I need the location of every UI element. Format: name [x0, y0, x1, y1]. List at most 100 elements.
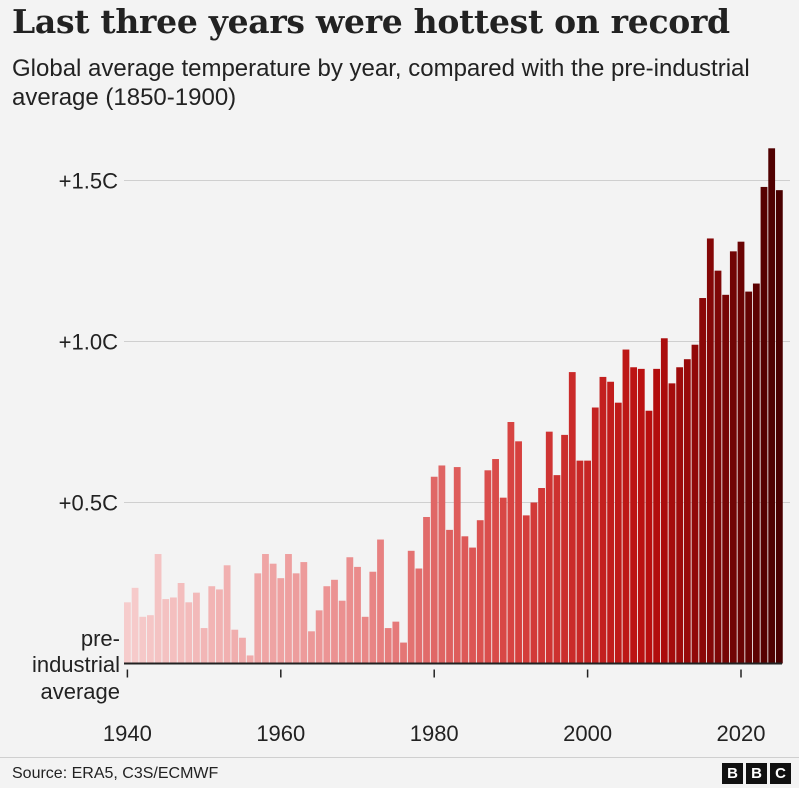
bar-2004 [614, 402, 622, 664]
chart-subtitle: Global average temperature by year, comp… [12, 55, 750, 111]
bar-1976 [400, 642, 407, 664]
bar-2025 [775, 190, 783, 664]
bar-1960 [277, 578, 285, 664]
bar-2000 [584, 460, 591, 664]
bar-1954 [231, 629, 239, 664]
bar-1968 [338, 600, 346, 664]
bar-1945 [162, 599, 170, 664]
bar-1963 [300, 562, 308, 664]
bar-1996 [553, 475, 561, 664]
bar-1958 [262, 554, 269, 664]
bar-1951 [208, 586, 216, 664]
bar-1989 [499, 497, 507, 664]
bbc-logo: B B C [722, 763, 791, 784]
bar-1980 [430, 476, 438, 664]
bar-1966 [323, 586, 331, 664]
x-tick-label-2000: 2000 [563, 721, 612, 746]
bar-1986 [476, 520, 484, 664]
bar-1967 [331, 579, 338, 664]
bar-1942 [139, 616, 147, 664]
x-tick-label-2020: 2020 [717, 721, 766, 746]
bar-1971 [361, 616, 369, 664]
baseline-label-line: industrial [32, 652, 120, 677]
bar-2015 [699, 298, 707, 664]
bar-2009 [653, 368, 661, 664]
bar-2012 [676, 367, 684, 664]
x-tick-label-1960: 1960 [256, 721, 305, 746]
x-tick-label-1980: 1980 [410, 721, 459, 746]
source-note: Source: ERA5, C3S/ECMWF [12, 765, 219, 782]
bar-1983 [453, 467, 461, 664]
bar-1940 [124, 602, 131, 664]
bar-1946 [170, 597, 177, 664]
bar-2007 [637, 368, 645, 664]
bar-2010 [660, 338, 668, 664]
bar-1987 [484, 470, 492, 664]
bar-1964 [308, 631, 315, 664]
bar-1991 [515, 441, 522, 664]
bar-2019 [729, 251, 737, 664]
bar-1950 [200, 628, 208, 664]
bar-2018 [722, 294, 730, 664]
bar-1965 [315, 610, 323, 664]
bar-2003 [607, 381, 615, 664]
bar-2002 [599, 376, 607, 664]
bar-1981 [438, 465, 446, 664]
bar-2024 [768, 148, 776, 664]
logo-letter-b1: B [722, 763, 743, 784]
bar-2008 [645, 410, 653, 664]
x-tick-label-1940: 1940 [103, 721, 152, 746]
bar-1953 [223, 565, 231, 664]
bar-1997 [561, 434, 568, 664]
bar-2017 [714, 270, 722, 664]
bar-1961 [285, 554, 292, 664]
bar-1972 [369, 571, 377, 664]
bar-1969 [346, 557, 354, 664]
bar-1985 [469, 547, 476, 664]
bar-1994 [538, 488, 545, 664]
bar-1984 [461, 536, 469, 664]
bar-2011 [668, 383, 676, 664]
bar-1988 [492, 459, 499, 664]
bar-1993 [530, 502, 538, 664]
bar-2013 [683, 359, 691, 664]
bar-1982 [446, 529, 453, 664]
bar-1974 [384, 628, 392, 664]
bar-2006 [630, 367, 638, 664]
logo-letter-b2: B [746, 763, 767, 784]
bar-1962 [292, 573, 300, 664]
bar-2020 [737, 241, 745, 664]
bar-1979 [423, 516, 430, 664]
bar-1973 [377, 539, 384, 664]
bar-1977 [407, 550, 415, 664]
bar-1944 [154, 554, 162, 664]
bar-1948 [185, 602, 193, 664]
bar-1957 [254, 573, 262, 664]
bar-2021 [745, 291, 753, 664]
bar-1998 [568, 372, 576, 664]
y-tick-label: +1.0C [59, 330, 118, 355]
bar-1992 [522, 515, 530, 664]
bar-1995 [545, 431, 553, 664]
chart-title: Last three years were hottest on record [12, 2, 730, 41]
bar-1978 [415, 568, 423, 664]
bar-1956 [246, 655, 254, 664]
bar-1952 [216, 589, 223, 664]
bar-1941 [131, 587, 139, 664]
bar-1959 [269, 563, 277, 664]
bar-2001 [591, 407, 599, 664]
y-tick-label: +1.5C [59, 169, 118, 194]
bar-1955 [239, 637, 246, 664]
baseline-label-line: average [40, 679, 120, 704]
bar-1947 [177, 583, 185, 664]
bar-2022 [752, 283, 760, 664]
bar-2005 [622, 349, 630, 664]
bar-2016 [706, 238, 714, 664]
y-tick-label: +0.5C [59, 491, 118, 516]
bar-1943 [147, 615, 154, 664]
bar-1949 [193, 592, 200, 664]
footer-divider [0, 757, 799, 758]
bar-2023 [760, 186, 768, 664]
bar-1990 [507, 422, 515, 664]
